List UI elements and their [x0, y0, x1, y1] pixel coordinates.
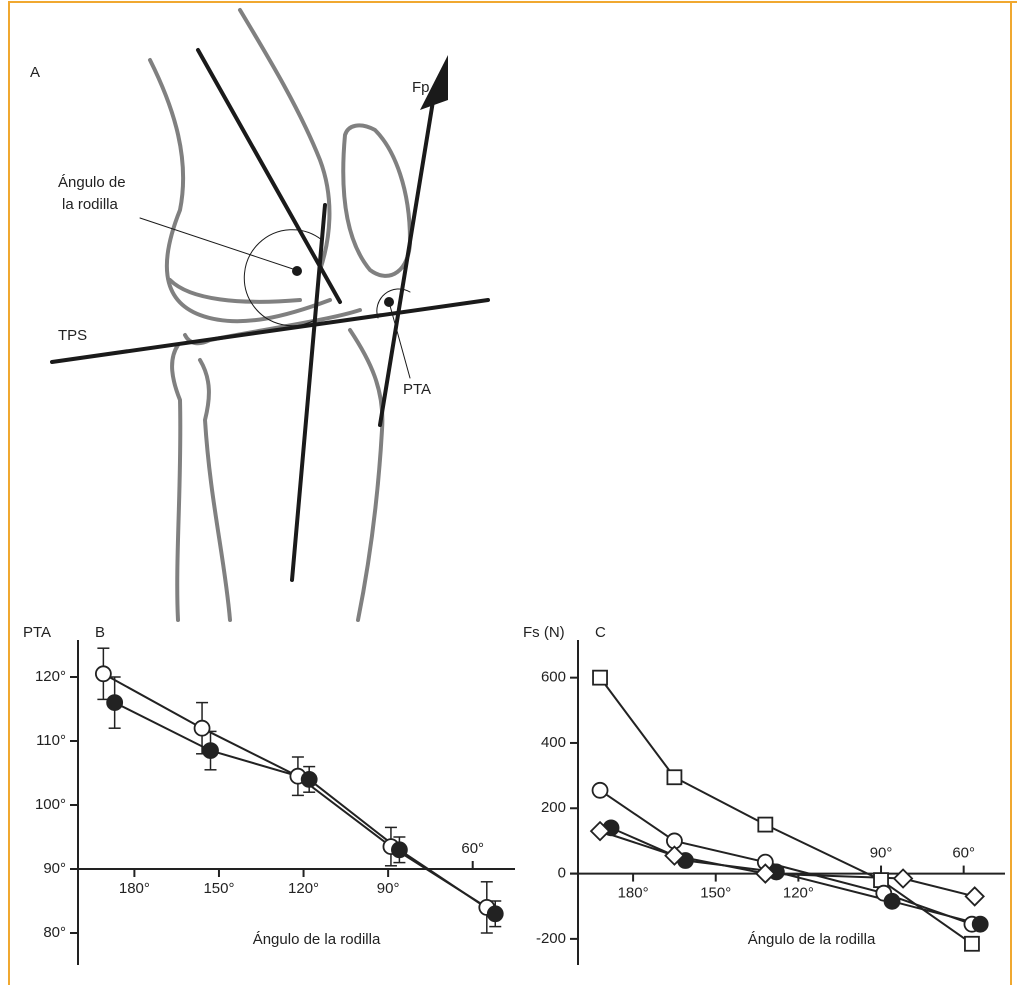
patella	[343, 125, 410, 275]
tibia-axis	[292, 205, 325, 580]
x-tick-label: 150°	[203, 880, 234, 897]
y-tick-label: 100°	[35, 796, 66, 813]
y-tick-label: 200	[541, 799, 566, 816]
series-line	[103, 674, 486, 908]
point	[894, 869, 912, 887]
panel-label: B	[95, 624, 105, 641]
knee-angle-label: Ángulo de	[58, 174, 126, 191]
axis-lines	[52, 50, 488, 580]
frame	[8, 2, 1017, 985]
x-tick-label: 180°	[119, 880, 150, 897]
point	[107, 695, 122, 710]
y-tick-label: 400	[541, 734, 566, 751]
point	[488, 906, 503, 921]
point	[593, 671, 607, 685]
tibia-front	[350, 330, 382, 620]
point	[392, 842, 407, 857]
y-axis-title: Fs (N)	[523, 624, 565, 641]
point	[302, 772, 317, 787]
point	[973, 917, 988, 932]
x-axis-title: Ángulo de la rodilla	[748, 931, 876, 948]
page: A Fp Ángulo de la rodilla TPS PTA PTA B Án…	[0, 0, 1017, 985]
pta-dot	[384, 297, 394, 307]
knee-diagram	[52, 10, 488, 620]
fibula-front	[200, 360, 230, 620]
femur-condyle	[170, 280, 300, 302]
y-tick-label: -200	[536, 930, 566, 947]
panel-label: C	[595, 624, 606, 641]
plateau-label: TPS	[58, 327, 87, 344]
point	[593, 783, 608, 798]
point	[667, 770, 681, 784]
point	[885, 894, 900, 909]
angle-label: PTA	[403, 381, 431, 398]
point	[203, 743, 218, 758]
knee-angle-label: la rodilla	[62, 196, 119, 213]
point	[965, 937, 979, 951]
x-tick-label: 60°	[461, 840, 484, 857]
y-tick-label: 80°	[43, 924, 66, 941]
panel-label: A	[30, 64, 40, 81]
y-tick-label: 90°	[43, 860, 66, 877]
x-tick-label: 60°	[952, 845, 975, 862]
x-tick-label: 90°	[870, 845, 893, 862]
point	[758, 818, 772, 832]
point	[966, 887, 984, 905]
point	[874, 873, 888, 887]
x-tick-label: 150°	[700, 885, 731, 902]
y-axis-title: PTA	[23, 624, 51, 641]
fibula-back	[172, 345, 180, 620]
x-tick-label: 90°	[377, 880, 400, 897]
knee-angle-pointer	[140, 218, 296, 270]
point	[195, 721, 210, 736]
x-tick-label: 120°	[783, 885, 814, 902]
y-tick-label: 120°	[35, 668, 66, 685]
femur-front	[240, 10, 329, 270]
point	[96, 666, 111, 681]
x-axis-title: Ángulo de la rodilla	[253, 931, 381, 948]
knee-angle-dot	[292, 266, 302, 276]
x-tick-label: 120°	[288, 880, 319, 897]
y-tick-label: 0	[558, 865, 566, 882]
series-line	[600, 790, 972, 924]
force-label: Fp	[412, 79, 430, 96]
x-tick-label: 180°	[618, 885, 649, 902]
angle-markers	[140, 218, 410, 378]
knee-angle-arc	[244, 230, 322, 326]
y-tick-label: 600	[541, 669, 566, 686]
plateau-line	[52, 300, 488, 362]
femur-back	[150, 60, 330, 321]
y-tick-label: 110°	[36, 732, 66, 749]
figure: A Fp Ángulo de la rodilla TPS PTA PTA B Án…	[0, 0, 1017, 985]
